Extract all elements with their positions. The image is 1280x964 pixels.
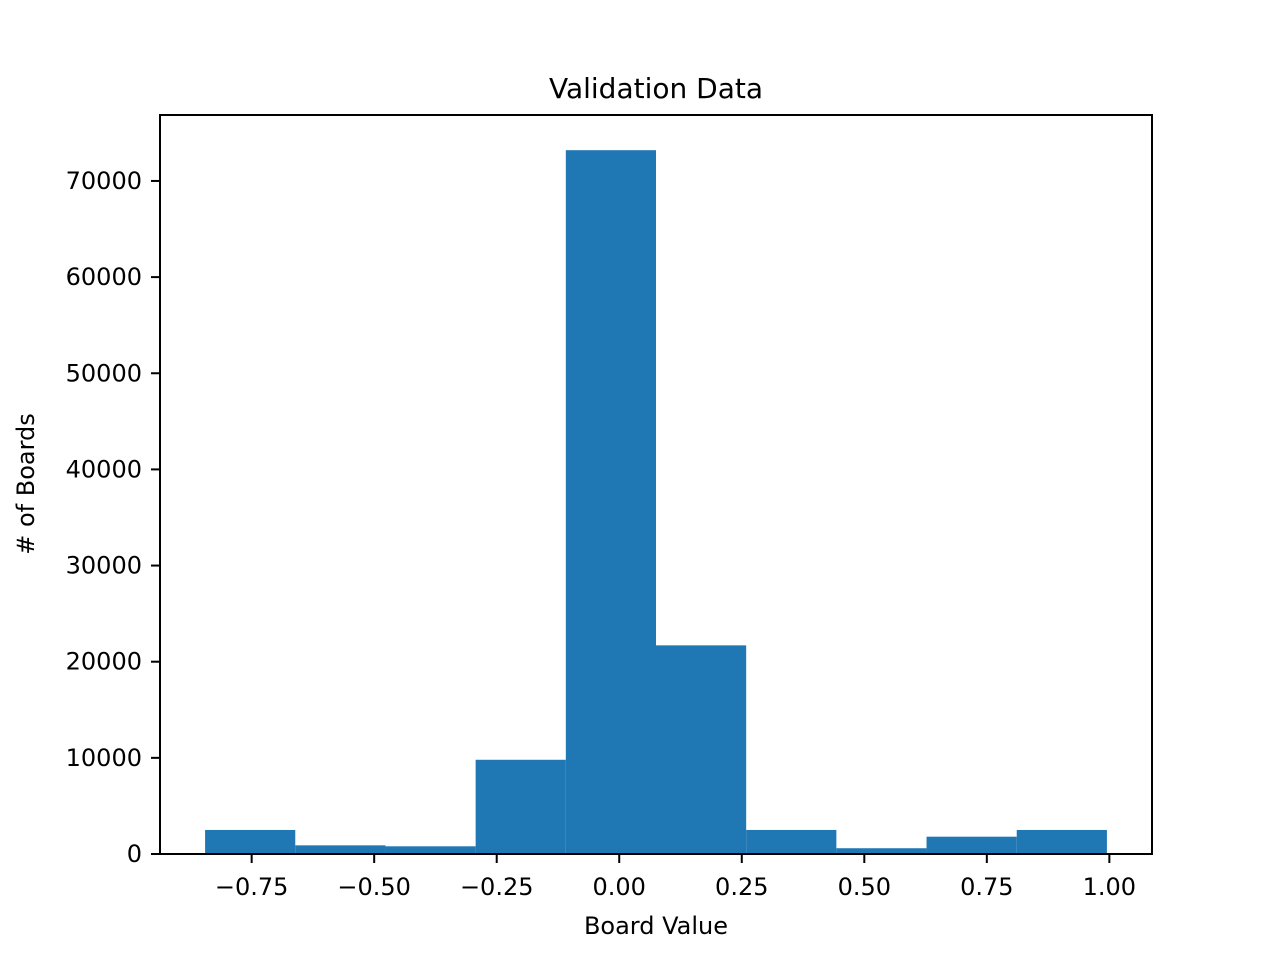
- histogram-bar: [205, 829, 296, 854]
- y-tick-label: 0: [127, 840, 142, 868]
- x-axis-ticks: −0.75 −0.50 −0.25 0.00 0.25 0.50 0.75 1.00: [215, 854, 1136, 901]
- y-tick-label: 10000: [66, 744, 142, 772]
- histogram-bar: [295, 845, 386, 854]
- histogram-bar: [565, 150, 656, 854]
- axes-frame: [159, 114, 1153, 855]
- x-tick-label: 0.25: [715, 873, 768, 901]
- x-tick-label: 0.00: [593, 873, 646, 901]
- y-tick-label: 70000: [66, 167, 142, 195]
- y-tick-label: 20000: [66, 648, 142, 676]
- y-tick-label: 40000: [66, 455, 142, 483]
- bars-group: [205, 150, 1107, 854]
- histogram-bar: [385, 846, 476, 854]
- chart-title: Validation Data: [549, 72, 763, 105]
- y-tick-label: 60000: [66, 263, 142, 291]
- histogram-bar: [1016, 829, 1107, 854]
- histogram-bar: [746, 829, 837, 854]
- y-tick-label: 50000: [66, 359, 142, 387]
- histogram-bar: [926, 836, 1017, 854]
- x-tick-label: −0.75: [215, 873, 289, 901]
- y-tick-label: 30000: [66, 552, 142, 580]
- x-tick-label: −0.25: [460, 873, 534, 901]
- x-axis-label: Board Value: [584, 912, 728, 940]
- x-tick-label: −0.50: [337, 873, 411, 901]
- histogram-bar: [836, 848, 927, 854]
- x-tick-label: 1.00: [1083, 873, 1136, 901]
- x-tick-label: 0.50: [838, 873, 891, 901]
- y-axis-ticks: 0 10000 20000 30000 40000 50000 60000 70000: [66, 167, 160, 868]
- histogram-bar: [475, 759, 566, 854]
- y-axis-label: # of Boards: [12, 413, 40, 555]
- x-tick-label: 0.75: [960, 873, 1013, 901]
- histogram-bar: [656, 645, 747, 854]
